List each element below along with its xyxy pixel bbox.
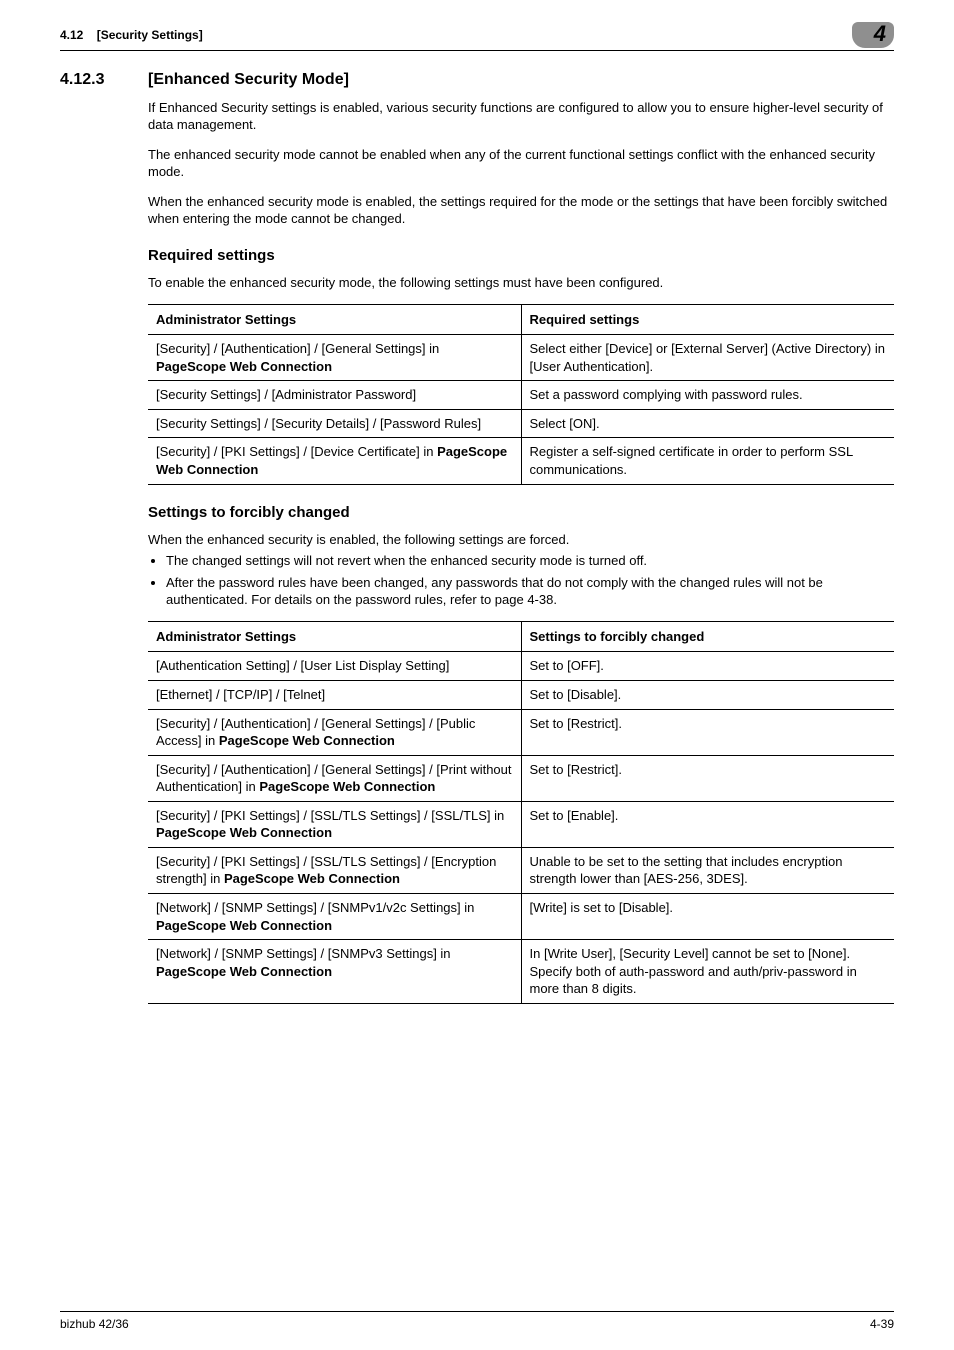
table-row: [Ethernet] / [TCP/IP] / [Telnet]Set to […	[148, 681, 894, 710]
setting-path-cell: [Security] / [PKI Settings] / [SSL/TLS S…	[148, 847, 521, 893]
section-number: 4.12.3	[60, 69, 148, 91]
table-row: [Security Settings] / [Administrator Pas…	[148, 381, 894, 410]
header-section-title: [Security Settings]	[97, 28, 203, 42]
forced-bullets: The changed settings will not revert whe…	[148, 552, 894, 609]
required-settings-table: Administrator Settings Required settings…	[148, 304, 894, 485]
setting-path-cell: [Security] / [Authentication] / [General…	[148, 335, 521, 381]
setting-path-cell: [Network] / [SNMP Settings] / [SNMPv3 Se…	[148, 940, 521, 1004]
required-head-left: Administrator Settings	[148, 304, 521, 335]
setting-value-cell: Select either [Device] or [External Serv…	[521, 335, 894, 381]
forced-bullet-2: After the password rules have been chang…	[166, 574, 894, 609]
setting-value-cell: Register a self-signed certificate in or…	[521, 438, 894, 484]
table-row: [Security] / [Authentication] / [General…	[148, 335, 894, 381]
setting-value-cell: In [Write User], [Security Level] cannot…	[521, 940, 894, 1004]
forced-head-left: Administrator Settings	[148, 621, 521, 652]
table-row: [Security] / [PKI Settings] / [SSL/TLS S…	[148, 847, 894, 893]
setting-value-cell: [Write] is set to [Disable].	[521, 893, 894, 939]
forced-intro: When the enhanced security is enabled, t…	[148, 531, 894, 549]
table-header-row: Administrator Settings Settings to forci…	[148, 621, 894, 652]
pagescope-bold: PageScope Web Connection	[219, 733, 395, 748]
footer-left: bizhub 42/36	[60, 1316, 129, 1332]
setting-value-cell: Set to [Disable].	[521, 681, 894, 710]
pagescope-bold: PageScope Web Connection	[156, 444, 507, 477]
footer-right: 4-39	[870, 1316, 894, 1332]
pagescope-bold: PageScope Web Connection	[224, 871, 400, 886]
setting-path-cell: [Security] / [Authentication] / [General…	[148, 709, 521, 755]
required-title: Required settings	[148, 246, 894, 266]
setting-value-cell: Unable to be set to the setting that inc…	[521, 847, 894, 893]
pagescope-bold: PageScope Web Connection	[156, 918, 332, 933]
chapter-number: 4	[874, 19, 886, 49]
header-section-number: 4.12	[60, 28, 83, 42]
table-row: [Authentication Setting] / [User List Di…	[148, 652, 894, 681]
setting-path-cell: [Security] / [Authentication] / [General…	[148, 755, 521, 801]
table-header-row: Administrator Settings Required settings	[148, 304, 894, 335]
table-row: [Security] / [PKI Settings] / [SSL/TLS S…	[148, 801, 894, 847]
intro-para-1: If Enhanced Security settings is enabled…	[148, 99, 894, 134]
required-head-right: Required settings	[521, 304, 894, 335]
pagescope-bold: PageScope Web Connection	[156, 964, 332, 979]
body-column: If Enhanced Security settings is enabled…	[60, 99, 894, 1004]
page-footer: bizhub 42/36 4-39	[60, 1311, 894, 1332]
chapter-tab: 4	[852, 22, 894, 48]
setting-value-cell: Set to [Enable].	[521, 801, 894, 847]
setting-value-cell: Set to [Restrict].	[521, 709, 894, 755]
intro-para-3: When the enhanced security mode is enabl…	[148, 193, 894, 228]
page: 4.12 [Security Settings] 4 4.12.3 [Enhan…	[0, 0, 954, 1350]
forced-head-right: Settings to forcibly changed	[521, 621, 894, 652]
setting-value-cell: Set a password complying with password r…	[521, 381, 894, 410]
setting-path-cell: [Authentication Setting] / [User List Di…	[148, 652, 521, 681]
table-row: [Network] / [SNMP Settings] / [SNMPv3 Se…	[148, 940, 894, 1004]
setting-value-cell: Select [ON].	[521, 409, 894, 438]
section-title: [Enhanced Security Mode]	[148, 69, 349, 91]
setting-path-cell: [Security] / [PKI Settings] / [SSL/TLS S…	[148, 801, 521, 847]
setting-path-cell: [Security Settings] / [Administrator Pas…	[148, 381, 521, 410]
setting-path-cell: [Network] / [SNMP Settings] / [SNMPv1/v2…	[148, 893, 521, 939]
table-row: [Security] / [Authentication] / [General…	[148, 755, 894, 801]
setting-path-cell: [Ethernet] / [TCP/IP] / [Telnet]	[148, 681, 521, 710]
setting-value-cell: Set to [OFF].	[521, 652, 894, 681]
pagescope-bold: PageScope Web Connection	[259, 779, 435, 794]
intro-para-2: The enhanced security mode cannot be ena…	[148, 146, 894, 181]
table-row: [Network] / [SNMP Settings] / [SNMPv1/v2…	[148, 893, 894, 939]
setting-path-cell: [Security] / [PKI Settings] / [Device Ce…	[148, 438, 521, 484]
running-header: 4.12 [Security Settings] 4	[60, 22, 894, 51]
header-left: 4.12 [Security Settings]	[60, 27, 852, 43]
table-row: [Security Settings] / [Security Details]…	[148, 409, 894, 438]
forced-settings-table: Administrator Settings Settings to forci…	[148, 621, 894, 1004]
setting-value-cell: Set to [Restrict].	[521, 755, 894, 801]
table-row: [Security] / [PKI Settings] / [Device Ce…	[148, 438, 894, 484]
forced-title: Settings to forcibly changed	[148, 503, 894, 523]
pagescope-bold: PageScope Web Connection	[156, 825, 332, 840]
forced-bullet-1: The changed settings will not revert whe…	[166, 552, 894, 570]
required-intro: To enable the enhanced security mode, th…	[148, 274, 894, 292]
section-heading-row: 4.12.3 [Enhanced Security Mode]	[60, 69, 894, 91]
table-row: [Security] / [Authentication] / [General…	[148, 709, 894, 755]
pagescope-bold: PageScope Web Connection	[156, 359, 332, 374]
setting-path-cell: [Security Settings] / [Security Details]…	[148, 409, 521, 438]
